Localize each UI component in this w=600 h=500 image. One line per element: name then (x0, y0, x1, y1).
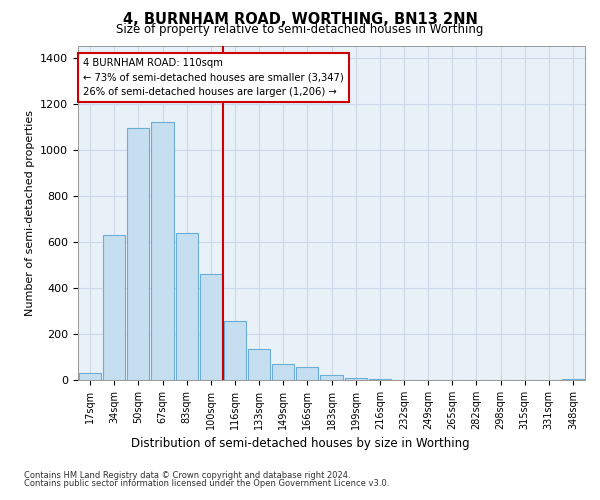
Text: 4, BURNHAM ROAD, WORTHING, BN13 2NN: 4, BURNHAM ROAD, WORTHING, BN13 2NN (122, 12, 478, 28)
Bar (176, 232, 198, 380)
Bar (224, 322, 246, 380)
Bar (127, 128, 149, 380)
Bar (79, 373, 101, 380)
Text: Size of property relative to semi-detached houses in Worthing: Size of property relative to semi-detach… (116, 22, 484, 36)
Text: 4 BURNHAM ROAD: 110sqm
← 73% of semi-detached houses are smaller (3,347)
26% of : 4 BURNHAM ROAD: 110sqm ← 73% of semi-det… (83, 58, 344, 97)
Bar (296, 368, 319, 380)
Bar (272, 364, 295, 380)
Y-axis label: Number of semi-detached properties: Number of semi-detached properties (25, 110, 35, 316)
Bar (103, 235, 125, 380)
Bar (320, 376, 343, 380)
Bar (200, 274, 222, 380)
Bar (248, 349, 270, 380)
Bar (344, 378, 367, 380)
Bar (151, 122, 173, 380)
Text: Contains public sector information licensed under the Open Government Licence v3: Contains public sector information licen… (24, 478, 389, 488)
Text: Distribution of semi-detached houses by size in Worthing: Distribution of semi-detached houses by … (131, 437, 469, 450)
Text: Contains HM Land Registry data © Crown copyright and database right 2024.: Contains HM Land Registry data © Crown c… (24, 471, 350, 480)
Bar (562, 379, 584, 380)
